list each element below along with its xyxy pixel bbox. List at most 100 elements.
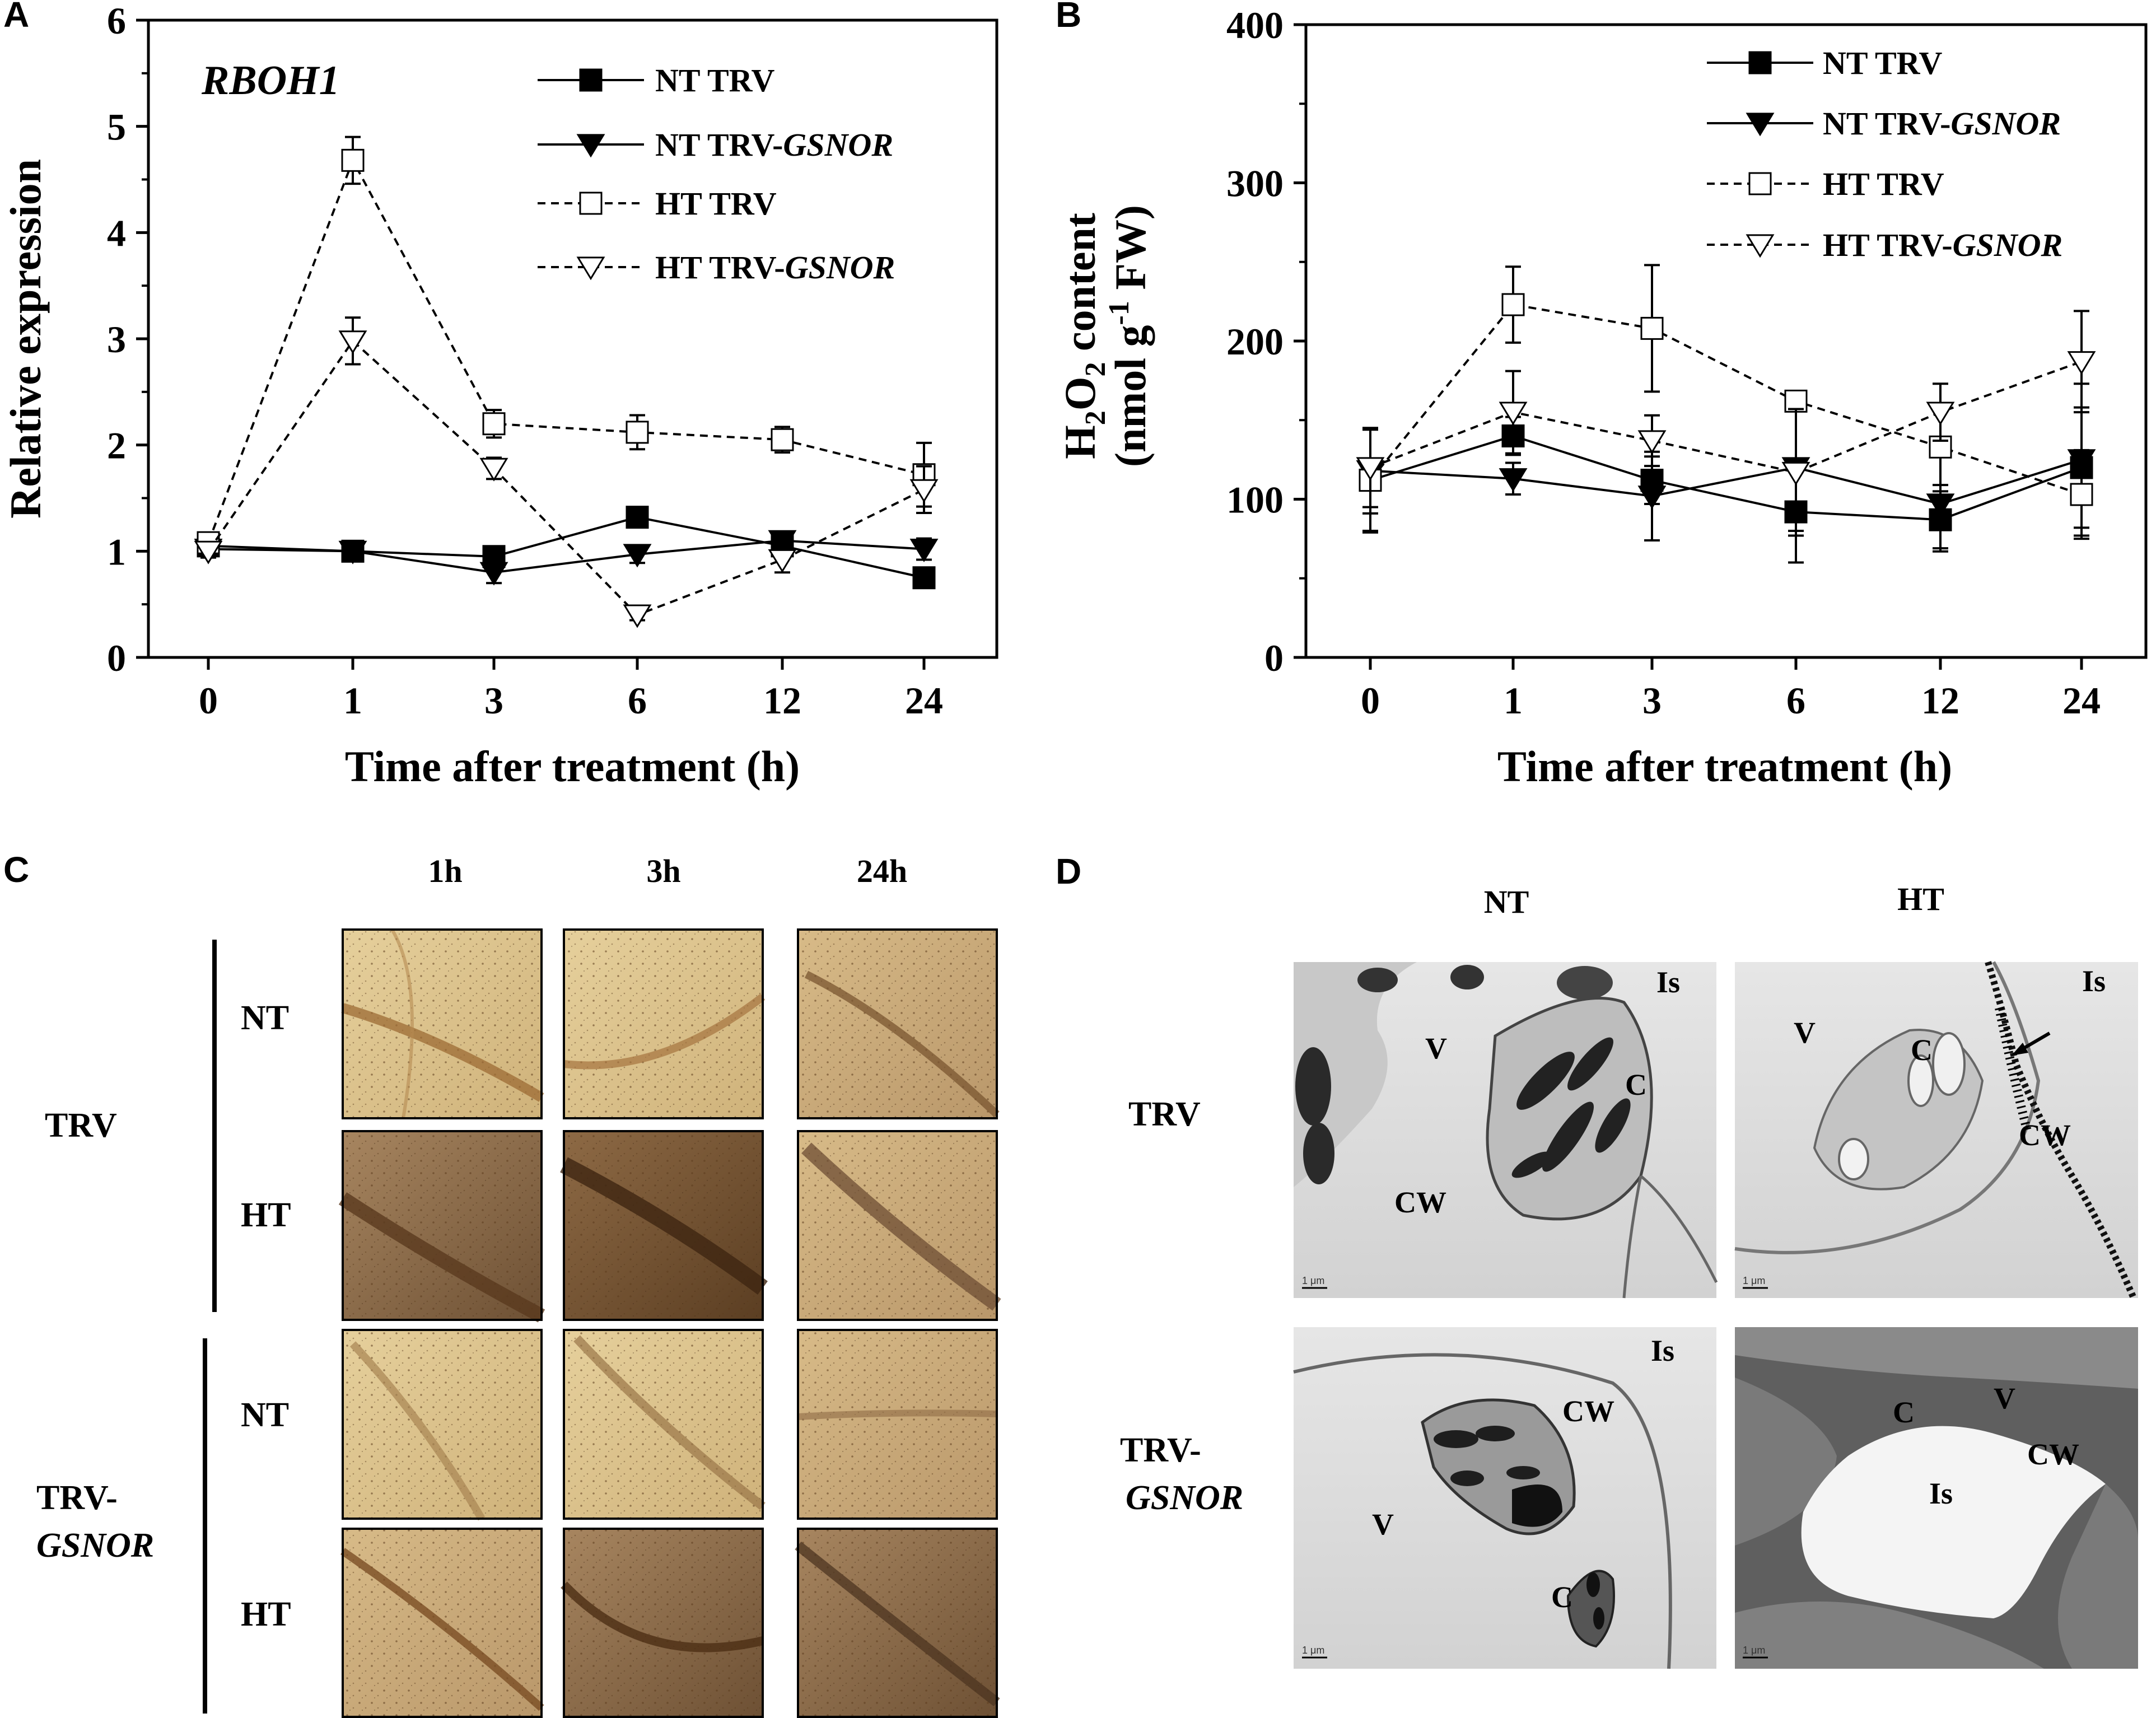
data-point xyxy=(1499,468,1528,492)
data-point xyxy=(1356,457,1385,481)
y-tick-label: 400 xyxy=(1226,4,1284,46)
chart-b-h2o2-content: B 0 100 200 300 400 0 1 3 6 12 24 NT TRV NT TRV-GS… xyxy=(1056,0,2148,791)
panel-d-row-gsnor-line1: TRV- xyxy=(1120,1431,1201,1469)
tem-scale-bar-label: 1 μm xyxy=(1302,1275,1324,1286)
panel-c-row-gsnor-nt: NT xyxy=(241,1396,289,1434)
tem-label-cw: CW xyxy=(2019,1118,2071,1152)
x-tick-label: 12 xyxy=(1921,679,1959,722)
data-point xyxy=(194,540,223,564)
data-point xyxy=(479,457,508,482)
series-line xyxy=(208,539,925,574)
series-ht-trv-gsnor xyxy=(194,316,939,628)
data-point xyxy=(909,538,939,562)
panel-c-group-gsnor-line2: GSNOR xyxy=(36,1526,154,1565)
legend-label: HT TRV-GSNOR xyxy=(655,249,895,286)
chart-a-x-ticks: 0 1 3 6 12 24 xyxy=(199,657,943,722)
tem-label-cw: CW xyxy=(1562,1394,1614,1428)
panel-c-row-gsnor-ht: HT xyxy=(241,1595,291,1633)
panel-d-row-gsnor-line2: GSNOR xyxy=(1126,1479,1243,1517)
tem-label-c: C xyxy=(1551,1580,1573,1614)
panel-c-group-trv: TRV xyxy=(45,1107,117,1145)
data-point xyxy=(768,549,797,573)
legend-marker xyxy=(1748,172,1772,195)
series-ht-trv xyxy=(197,136,936,554)
legend-entry: NT TRV-GSNOR xyxy=(1707,105,2061,142)
series-line xyxy=(207,339,925,617)
series-line xyxy=(1369,303,2082,496)
series-nt-trv xyxy=(1359,406,2093,564)
chart-b-x-ticks: 0 1 3 6 12 24 xyxy=(1361,657,2101,722)
data-point xyxy=(482,412,506,436)
y-tick-label: 6 xyxy=(107,0,126,42)
data-point xyxy=(2067,351,2096,375)
chart-a-y-ticks: 0 1 2 3 4 5 6 xyxy=(107,0,148,679)
x-tick-label: 6 xyxy=(1786,679,1805,722)
legend-label: NT TRV xyxy=(655,62,775,99)
chart-b-y-axis-title-line1: H2O2 content xyxy=(1056,213,1112,459)
legend-marker xyxy=(576,256,605,281)
chart-a-series xyxy=(194,136,939,628)
data-point xyxy=(771,428,794,451)
legend-marker xyxy=(1748,51,1772,74)
chart-b-series xyxy=(1356,264,2096,564)
y-tick-label: 0 xyxy=(107,637,126,679)
y-tick-label: 100 xyxy=(1226,479,1284,521)
panel-label-d: D xyxy=(1056,851,1081,891)
data-point xyxy=(768,530,797,554)
chart-b-y-axis-title: H2O2 content (nmol g-1 FW) xyxy=(1056,205,1155,467)
tem-label-c: C xyxy=(1911,1033,1933,1067)
leaf-image-gsnor-nt-24h xyxy=(797,1329,998,1520)
x-tick-label: 1 xyxy=(1504,679,1523,722)
panel-c-col-3h: 3h xyxy=(646,853,680,889)
y-tick-label: 4 xyxy=(107,212,126,254)
series-line xyxy=(208,516,925,579)
tem-label-is: Is xyxy=(1651,1334,1674,1367)
legend-label: HT TRV-GSNOR xyxy=(1823,227,2062,263)
leaf-image-gsnor-nt-1h xyxy=(342,1329,543,1521)
leaf-image-trv-nt-3h xyxy=(563,928,766,1119)
x-tick-label: 24 xyxy=(2062,679,2101,722)
series-line xyxy=(1370,458,2082,506)
tem-scale-bar-label: 1 μm xyxy=(1743,1645,1765,1656)
data-point xyxy=(1781,461,1810,485)
legend-marker xyxy=(1746,113,1775,137)
tem-label-is: Is xyxy=(2082,964,2106,998)
tem-label-cw: CW xyxy=(2027,1437,2079,1471)
data-point xyxy=(626,421,649,444)
data-point xyxy=(912,566,936,590)
chart-b-y-axis-title-line2: (nmol g-1 FW) xyxy=(1103,205,1155,467)
legend-entry: NT TRV xyxy=(1707,45,1943,81)
data-point xyxy=(1637,485,1667,510)
panel-d-row-trv: TRV xyxy=(1128,1095,1201,1133)
y-tick-label: 3 xyxy=(107,318,126,361)
leaf-image-trv-nt-1h xyxy=(341,928,544,1119)
data-point xyxy=(909,479,939,503)
legend-marker xyxy=(1746,234,1775,258)
chart-b-x-axis-title: Time after treatment (h) xyxy=(1497,742,1952,791)
panel-d-col-ht: HT xyxy=(1897,881,1944,917)
panel-c-row-trv-nt: NT xyxy=(241,999,289,1037)
series-ht-trv xyxy=(1359,264,2093,540)
leaf-image-trv-ht-3h xyxy=(560,1130,768,1321)
data-point xyxy=(1926,493,1955,517)
legend-marker xyxy=(579,68,603,92)
leaf-image-gsnor-ht-24h xyxy=(795,1528,1000,1718)
x-tick-label: 24 xyxy=(905,679,943,722)
legend-label: NT TRV xyxy=(1823,45,1943,81)
y-tick-label: 300 xyxy=(1226,162,1284,205)
legend-entry: HT TRV-GSNOR xyxy=(1707,227,2062,263)
leaf-image-gsnor-nt-3h xyxy=(563,1329,766,1520)
x-tick-label: 1 xyxy=(343,679,362,722)
leaf-image-trv-ht-24h xyxy=(797,1130,1001,1321)
data-point xyxy=(1926,402,1955,426)
legend-label: NT TRV-GSNOR xyxy=(655,127,893,163)
panel-label-a: A xyxy=(3,0,29,35)
tem-scale-bar-label: 1 μm xyxy=(1743,1275,1765,1286)
legend-entry: HT TRV-GSNOR xyxy=(538,249,895,286)
x-tick-label: 3 xyxy=(484,679,503,722)
tem-scale-bar-label: 1 μm xyxy=(1302,1645,1324,1656)
x-tick-label: 12 xyxy=(763,679,801,722)
chart-a-x-axis-title: Time after treatment (h) xyxy=(345,742,800,791)
